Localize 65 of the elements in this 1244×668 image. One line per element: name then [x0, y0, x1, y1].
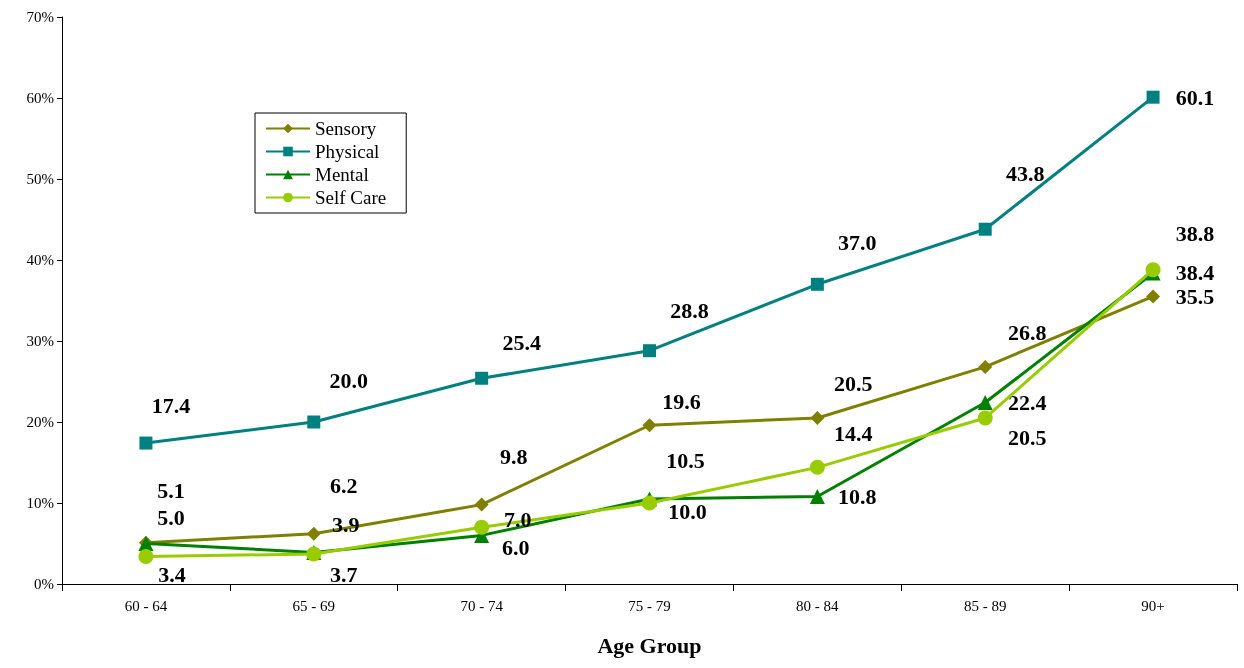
point: [977, 410, 993, 426]
point: [474, 497, 489, 512]
point: [1146, 90, 1160, 104]
data-label: 5.1: [157, 478, 185, 504]
data-label: 22.4: [1007, 390, 1047, 416]
x-tick-label: 85 - 89: [963, 597, 1007, 614]
x-tick-label: 60 - 64: [124, 597, 168, 614]
point: [642, 418, 657, 433]
point: [978, 222, 992, 236]
point: [809, 459, 825, 475]
x-tick-label: 75 - 79: [628, 597, 671, 614]
legend-label: Sensory: [315, 118, 377, 139]
data-label: 25.4: [502, 329, 541, 355]
y-tick-label: 50%: [26, 171, 54, 187]
data-label: 10.5: [666, 448, 705, 474]
data-label: 14.4: [834, 420, 873, 446]
point: [307, 415, 321, 429]
data-label: 17.4: [151, 392, 191, 418]
legend-label: Self Care: [315, 187, 387, 208]
data-label: 6.2: [330, 473, 358, 499]
point: [809, 489, 825, 505]
point: [306, 526, 321, 541]
data-label: 6.0: [501, 534, 530, 560]
y-tick-label: 40%: [26, 252, 54, 268]
point: [978, 359, 993, 374]
point: [1146, 289, 1161, 304]
y-tick-label: 0%: [34, 576, 54, 592]
data-label: 28.8: [670, 298, 709, 324]
data-label: 10.0: [668, 498, 707, 524]
data-label: 38.4: [1175, 260, 1215, 286]
point: [474, 519, 490, 535]
data-label: 37.0: [838, 229, 877, 255]
y-tick-label: 20%: [26, 414, 54, 430]
data-label: 3.7: [330, 561, 358, 587]
data-label: 60.1: [1175, 84, 1215, 110]
point: [643, 344, 656, 358]
data-label: 20.5: [834, 371, 873, 397]
x-tick-label: 65 - 69: [292, 597, 336, 614]
data-label: 20.5: [1007, 425, 1047, 451]
y-tick-label: 10%: [26, 495, 54, 511]
legend-label: Mental: [315, 164, 369, 185]
y-tick-label: 60%: [26, 90, 54, 106]
point: [139, 436, 153, 450]
y-tick-label: 30%: [26, 333, 54, 349]
data-label: 26.8: [1007, 320, 1047, 346]
data-label: 9.8: [499, 444, 528, 470]
data-label: 43.8: [1005, 160, 1045, 186]
y-tick-label: 70%: [26, 9, 54, 25]
point: [977, 395, 993, 411]
x-tick-label: 90+: [1141, 597, 1165, 614]
data-label: 19.6: [662, 388, 701, 414]
point: [475, 371, 489, 385]
x-tick-label: 70 - 74: [460, 597, 504, 614]
legend-label: Physical: [315, 141, 380, 162]
data-label: 38.8: [1175, 221, 1215, 247]
data-label: 5.0: [157, 505, 185, 530]
x-tick-label: 80 - 84: [796, 597, 840, 614]
point: [810, 410, 825, 425]
point: [810, 277, 824, 291]
data-label: 35.5: [1175, 283, 1215, 309]
data-label: 3.4: [158, 561, 186, 587]
data-label: 20.0: [329, 367, 369, 393]
data-label: 10.8: [838, 484, 877, 510]
x-axis-title: Age Group: [597, 632, 702, 658]
point: [138, 548, 154, 564]
